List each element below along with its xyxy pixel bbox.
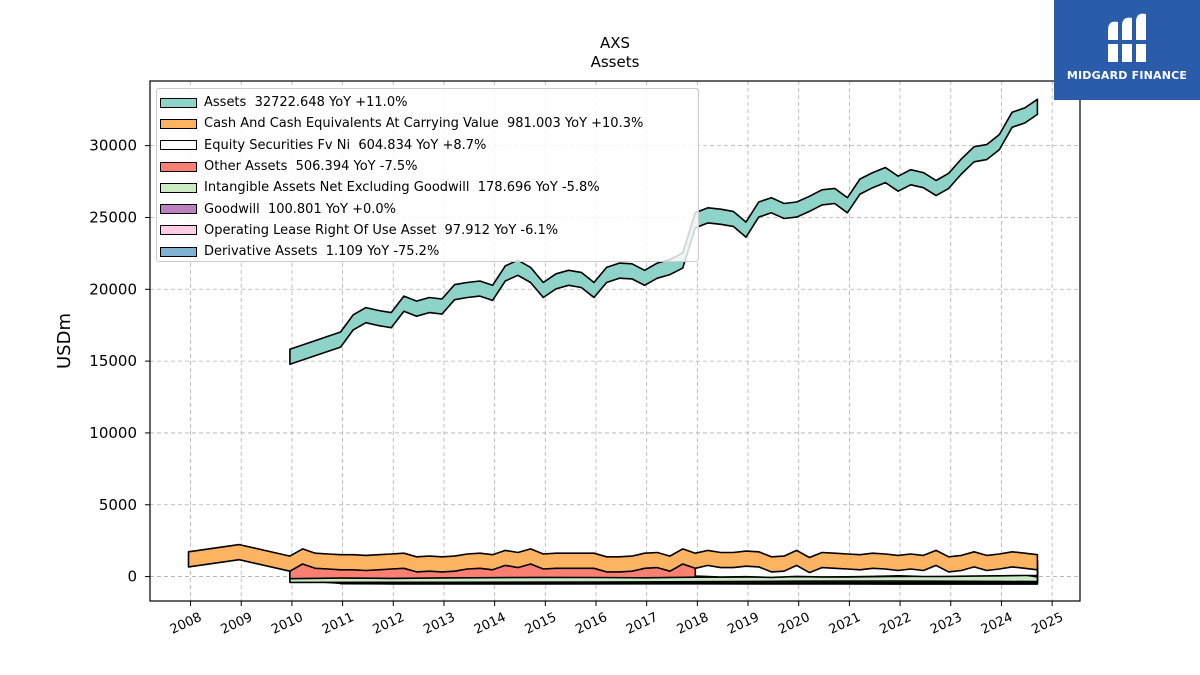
logo-text: MIDGARD FINANCE	[1066, 69, 1188, 82]
x-tick-label: 2020	[776, 610, 812, 638]
legend-label: Intangible Assets Net Excluding Goodwill…	[204, 180, 600, 196]
chart-subtitle: Assets	[591, 53, 640, 71]
y-tick-label: 25000	[89, 208, 137, 226]
x-tick-label: 2015	[523, 610, 559, 638]
brand-logo: MIDGARD FINANCE	[1054, 0, 1200, 100]
y-tick-label: 20000	[89, 280, 137, 298]
plot-frame	[149, 80, 1081, 602]
legend-swatch	[160, 204, 197, 215]
x-tick-label: 2021	[827, 610, 863, 638]
legend-label: Operating Lease Right Of Use Asset 97.91…	[204, 222, 559, 238]
x-tick-label: 2014	[472, 610, 508, 638]
x-tick-label: 2012	[371, 610, 407, 638]
x-tick-label: 2023	[928, 610, 964, 638]
legend-label: Cash And Cash Equivalents At Carrying Va…	[204, 116, 644, 132]
legend-swatch	[160, 246, 197, 257]
legend-label: Goodwill 100.801 YoY +0.0%	[204, 201, 397, 217]
y-axis-label: USDm	[54, 313, 75, 369]
x-tick-label: 2010	[269, 610, 305, 638]
legend-item: Operating Lease Right Of Use Asset 97.91…	[157, 220, 698, 241]
axis-ticks: 2008 2009 2010 2011 2012 2013 2014 2015 2016 2017…	[89, 137, 1066, 638]
y-tick-label: 5000	[99, 496, 137, 514]
x-tick-label: 2013	[421, 610, 457, 638]
legend-item: Equity Securities Fv Ni 604.834 YoY +8.7…	[157, 135, 698, 156]
x-tick-label: 2017	[624, 610, 660, 638]
legend-item: Cash And Cash Equivalents At Carrying Va…	[157, 113, 698, 134]
y-tick-label: 0	[127, 568, 137, 586]
chart-title: AXS	[600, 34, 630, 52]
plot-areas	[187, 98, 1039, 585]
x-tick-label: 2011	[320, 610, 356, 638]
series-area-1	[187, 543, 1039, 574]
legend-swatch	[160, 97, 197, 108]
legend-item: Derivative Assets 1.109 YoY -75.2%	[157, 241, 698, 262]
y-tick-label: 30000	[89, 137, 137, 155]
x-tick-label: 2016	[573, 610, 609, 638]
legend-item: Intangible Assets Net Excluding Goodwill…	[157, 177, 698, 198]
legend-label: Derivative Assets 1.109 YoY -75.2%	[204, 244, 440, 260]
logo-mark-icon	[1106, 13, 1148, 62]
series-area-0	[289, 98, 1039, 366]
x-tick-label: 2019	[725, 610, 761, 638]
legend-swatch	[160, 182, 197, 193]
legend-swatch	[160, 161, 197, 172]
x-tick-label: 2009	[219, 610, 255, 638]
legend-swatch	[160, 140, 197, 151]
legend-swatch	[160, 118, 197, 129]
legend: Assets 32722.648 YoY +11.0% Cash And Cash…	[156, 88, 699, 262]
x-tick-label: 2008	[168, 610, 204, 638]
x-tick-label: 2024	[979, 610, 1015, 638]
legend-label: Equity Securities Fv Ni 604.834 YoY +8.7…	[204, 137, 487, 153]
x-tick-label: 2025	[1029, 610, 1065, 638]
legend-label: Assets 32722.648 YoY +11.0%	[204, 95, 408, 111]
legend-item: Other Assets 506.394 YoY -7.5%	[157, 156, 698, 177]
y-tick-label: 10000	[89, 424, 137, 442]
legend-label: Other Assets 506.394 YoY -7.5%	[204, 159, 418, 175]
y-tick-label: 15000	[89, 352, 137, 370]
legend-item: Assets 32722.648 YoY +11.0%	[157, 92, 698, 113]
x-tick-label: 2022	[877, 610, 913, 638]
x-tick-label: 2018	[675, 610, 711, 638]
legend-swatch	[160, 225, 197, 236]
legend-item: Goodwill 100.801 YoY +0.0%	[157, 198, 698, 219]
